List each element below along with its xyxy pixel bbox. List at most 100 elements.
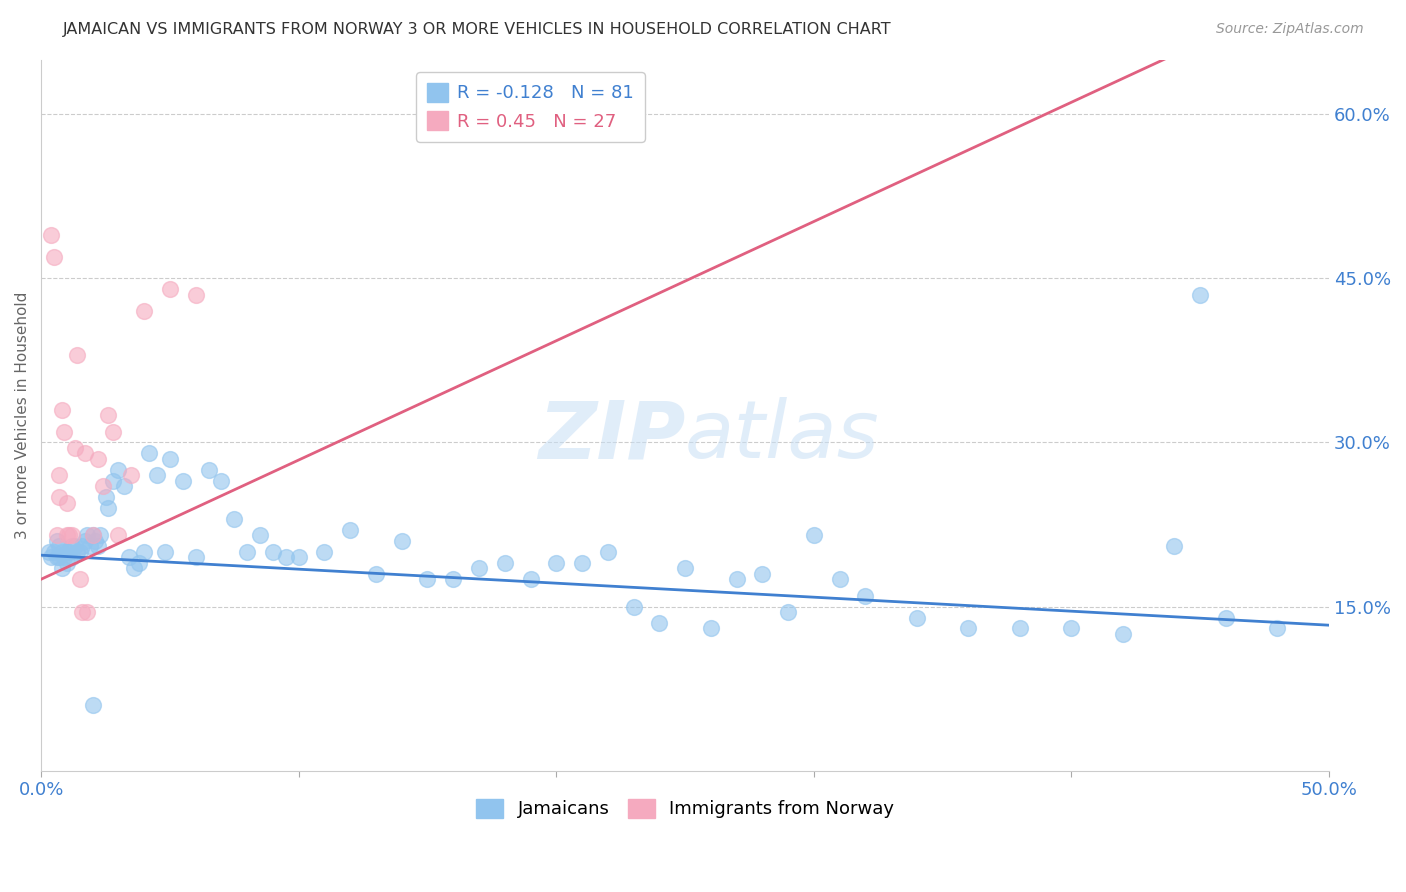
Point [468,561,491,575]
Point [441,572,464,586]
Point [184,288,207,302]
Point [673,561,696,575]
Point [48,540,70,554]
Point [41,227,63,242]
Point [1163,540,1185,554]
Point [51,402,73,417]
Point [56,496,79,510]
Point [87,540,110,554]
Point [287,550,309,565]
Point [274,550,297,565]
Point [82,698,104,712]
Point [53,425,76,439]
Point [1060,622,1083,636]
Point [103,474,125,488]
Point [853,589,876,603]
Text: ZIP: ZIP [537,398,685,475]
Point [72,605,94,619]
Point [76,528,98,542]
Point [153,545,176,559]
Point [1267,622,1289,636]
Point [134,304,156,318]
Point [107,463,129,477]
Point [905,610,928,624]
Point [48,550,70,565]
Point [84,533,107,548]
Point [45,533,67,548]
Point [72,540,94,554]
Point [48,468,70,483]
Point [262,545,284,559]
Point [56,556,79,570]
Point [73,446,96,460]
Point [803,528,825,542]
Point [91,479,114,493]
Point [69,572,91,586]
Point [416,572,439,586]
Point [339,523,361,537]
Point [519,572,541,586]
Point [45,528,67,542]
Point [76,605,98,619]
Legend: Jamaicans, Immigrants from Norway: Jamaicans, Immigrants from Norway [468,792,901,826]
Text: JAMAICAN VS IMMIGRANTS FROM NORWAY 3 OR MORE VEHICLES IN HOUSEHOLD CORRELATION C: JAMAICAN VS IMMIGRANTS FROM NORWAY 3 OR … [63,22,891,37]
Point [112,479,135,493]
Point [41,550,63,565]
Point [51,561,73,575]
Point [97,501,120,516]
Point [48,490,70,504]
Point [172,474,194,488]
Point [957,622,980,636]
Point [94,490,117,504]
Point [751,566,773,581]
Y-axis label: 3 or more Vehicles in Household: 3 or more Vehicles in Household [15,292,30,539]
Point [197,463,219,477]
Point [89,528,111,542]
Point [82,528,104,542]
Point [1008,622,1031,636]
Point [828,572,851,586]
Point [63,540,86,554]
Point [118,550,141,565]
Point [209,474,232,488]
Text: atlas: atlas [685,398,880,475]
Point [66,545,89,559]
Point [134,545,156,559]
Point [122,561,145,575]
Point [249,528,271,542]
Point [60,550,83,565]
Point [571,556,593,570]
Point [623,599,645,614]
Point [128,556,150,570]
Point [184,550,207,565]
Point [778,605,800,619]
Point [138,446,160,460]
Point [391,533,413,548]
Point [120,468,142,483]
Point [66,348,89,362]
Point [1112,627,1135,641]
Point [1189,288,1212,302]
Point [159,451,181,466]
Point [73,533,96,548]
Point [97,408,120,422]
Point [60,528,83,542]
Point [364,566,387,581]
Point [648,615,671,630]
Point [596,545,619,559]
Point [236,545,259,559]
Text: Source: ZipAtlas.com: Source: ZipAtlas.com [1216,22,1364,37]
Point [79,540,101,554]
Point [56,528,79,542]
Point [53,550,76,565]
Point [38,545,60,559]
Point [82,528,104,542]
Point [314,545,336,559]
Point [725,572,748,586]
Point [69,545,91,559]
Point [60,540,83,554]
Point [51,545,73,559]
Point [700,622,723,636]
Point [56,545,79,559]
Point [1215,610,1237,624]
